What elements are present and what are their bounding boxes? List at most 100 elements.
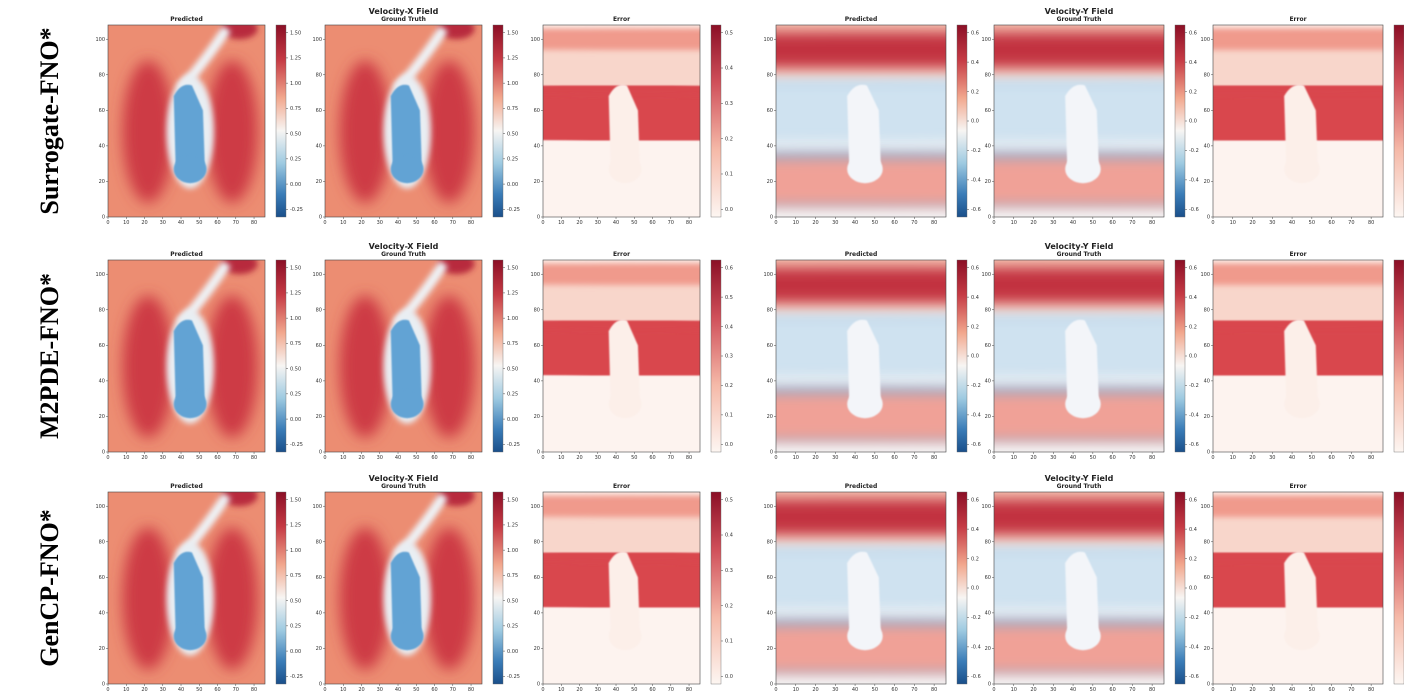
- colorbar-tick-label: 0.0: [725, 674, 733, 680]
- lobe: [340, 61, 391, 203]
- y-tick-label: 60: [534, 343, 540, 349]
- x-tick-label: 10: [123, 687, 129, 693]
- figure: Surrogate-FNO*Predicted01020304050607080…: [0, 0, 1404, 694]
- y-tick-label: 60: [534, 108, 540, 114]
- x-tick-label: 40: [1070, 220, 1076, 226]
- y-tick-label: 80: [767, 72, 773, 78]
- y-tick-label: 60: [985, 108, 991, 114]
- x-tick-label: 40: [178, 687, 184, 693]
- body: [847, 390, 883, 418]
- x-tick-label: 60: [1328, 687, 1334, 693]
- colorbar-tick-label: 1.25: [290, 56, 301, 62]
- y-tick-label: 60: [1204, 108, 1210, 114]
- x-tick-label: 30: [377, 455, 383, 461]
- x-tick-label: 0: [992, 455, 995, 461]
- group-title: Velocity-X Field: [369, 242, 439, 251]
- x-tick-label: 50: [631, 687, 637, 693]
- colorbar-tick-label: 0.25: [290, 392, 301, 398]
- y-tick-label: 60: [99, 343, 105, 349]
- colorbar-tick-label: 0.0: [971, 119, 979, 125]
- x-tick-label: 10: [1011, 687, 1017, 693]
- x-tick-label: 10: [1230, 455, 1236, 461]
- x-tick-label: 0: [323, 687, 326, 693]
- x-tick-label: 40: [178, 220, 184, 226]
- x-tick-label: 40: [1070, 455, 1076, 461]
- y-tick-label: 80: [985, 539, 991, 545]
- colorbar-tick-label: 0.6: [1189, 265, 1197, 271]
- x-tick-label: 30: [1050, 220, 1056, 226]
- y-tick-label: 60: [316, 575, 322, 581]
- lobe: [340, 528, 391, 670]
- x-tick-label: 50: [1090, 687, 1096, 693]
- x-tick-label: 0: [106, 455, 109, 461]
- body: [1065, 622, 1101, 650]
- y-tick-label: 0: [319, 450, 322, 456]
- x-tick-label: 10: [793, 687, 799, 693]
- y-tick-label: 20: [99, 179, 105, 185]
- colorbar: [276, 492, 286, 684]
- body: [609, 622, 642, 650]
- row-label: GenCP-FNO*: [35, 509, 64, 666]
- x-tick-label: 50: [1309, 455, 1315, 461]
- colorbar-tick-label: -0.6: [971, 207, 981, 213]
- lobe: [424, 61, 475, 203]
- y-tick-label: 100: [312, 272, 322, 278]
- x-tick-label: 30: [1050, 455, 1056, 461]
- body: [1284, 622, 1320, 650]
- body: [847, 622, 883, 650]
- x-tick-label: 40: [178, 455, 184, 461]
- y-tick-label: 80: [99, 539, 105, 545]
- y-tick-label: 40: [767, 144, 773, 150]
- heatmap: [316, 13, 499, 226]
- colorbar: [493, 492, 503, 684]
- colorbar-tick-label: -0.25: [507, 207, 520, 213]
- colorbar-tick-label: 0.0: [1189, 119, 1197, 125]
- x-tick-label: 80: [931, 687, 937, 693]
- y-tick-label: 100: [530, 272, 540, 278]
- colorbar: [957, 492, 967, 684]
- body: [609, 155, 642, 183]
- panel-title: Error: [1289, 483, 1306, 490]
- y-tick-label: 0: [770, 450, 773, 456]
- x-tick-label: 20: [141, 455, 147, 461]
- y-tick-label: 60: [985, 575, 991, 581]
- y-tick-label: 20: [985, 179, 991, 185]
- x-tick-label: 70: [911, 687, 917, 693]
- x-tick-label: 10: [558, 220, 564, 226]
- y-tick-label: 20: [316, 414, 322, 420]
- colorbar-tick-label: 0.00: [507, 649, 518, 655]
- colorbar-tick-label: 1.25: [290, 291, 301, 297]
- heatmap: [316, 248, 499, 461]
- x-tick-label: 50: [413, 455, 419, 461]
- y-tick-label: 80: [316, 539, 322, 545]
- colorbar-tick-label: 0.1: [725, 413, 733, 419]
- x-tick-label: 60: [431, 687, 437, 693]
- y-tick-label: 40: [767, 379, 773, 385]
- panel-title: Ground Truth: [381, 483, 426, 490]
- y-tick-label: 100: [981, 272, 991, 278]
- y-tick-label: 40: [985, 611, 991, 617]
- y-tick-label: 100: [763, 37, 773, 43]
- body: [1284, 390, 1320, 418]
- x-tick-label: 70: [1348, 455, 1354, 461]
- colorbar-tick-label: 0.1: [725, 172, 733, 178]
- colorbar-tick-label: 0.75: [290, 573, 301, 579]
- x-tick-label: 20: [812, 687, 818, 693]
- y-tick-label: 0: [988, 450, 991, 456]
- y-tick-label: 20: [99, 414, 105, 420]
- y-tick-label: 0: [988, 215, 991, 221]
- y-tick-label: 60: [534, 575, 540, 581]
- x-tick-label: 80: [931, 220, 937, 226]
- x-tick-label: 20: [1030, 687, 1036, 693]
- colorbar: [711, 260, 721, 452]
- y-tick-label: 40: [316, 379, 322, 385]
- x-tick-label: 20: [812, 455, 818, 461]
- x-tick-label: 60: [431, 455, 437, 461]
- y-tick-label: 0: [1207, 682, 1210, 688]
- x-tick-label: 10: [123, 455, 129, 461]
- colorbar-tick-label: 1.25: [507, 291, 518, 297]
- x-tick-label: 20: [358, 455, 364, 461]
- colorbar-tick-label: 0.75: [507, 573, 518, 579]
- colorbar-tick-label: 0.0: [971, 586, 979, 592]
- colorbar-tick-label: 0.50: [290, 366, 301, 372]
